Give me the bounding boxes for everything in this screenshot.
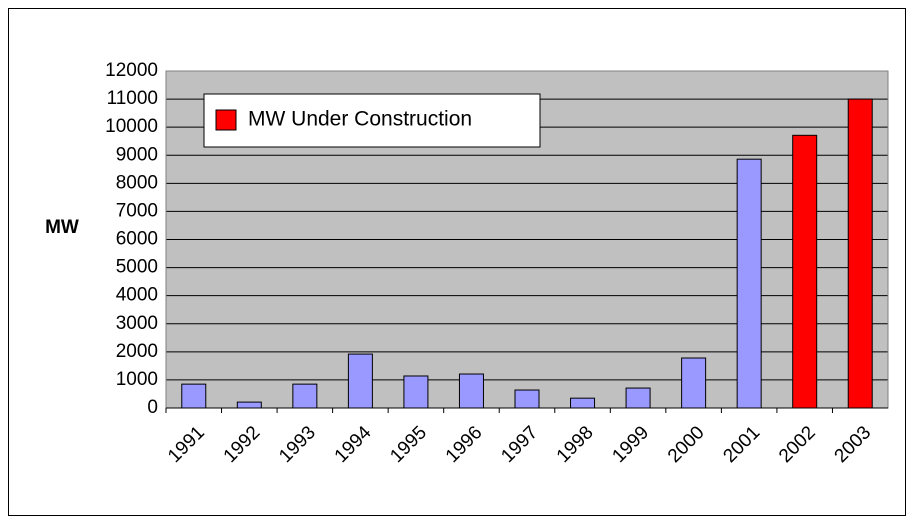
bar [570,397,596,409]
y-tick-label: 1000 [116,369,158,390]
y-tick-label: 4000 [116,285,158,306]
bar [625,387,651,409]
legend-swatch [215,109,237,131]
y-tick-label: 11000 [107,88,158,109]
y-tick-label: 6000 [116,229,158,250]
y-tick-label: 7000 [116,200,158,221]
bar [347,353,373,409]
y-tick-label: 5000 [116,257,158,278]
y-tick-label: 8000 [116,172,158,193]
y-tick-label: 12000 [105,60,158,81]
bar [181,383,207,409]
bar [847,98,873,409]
bar [681,357,707,409]
bar [736,158,762,409]
y-tick-label: 10000 [105,116,158,137]
y-tick-label: 9000 [116,144,158,165]
legend-box [203,93,541,148]
bar [403,375,429,409]
bar [458,373,484,409]
y-tick-label: 0 [147,397,158,418]
bar [514,389,540,409]
y-axis-label: MW [45,217,79,238]
y-tick-label: 2000 [116,341,158,362]
bar [792,134,818,409]
bar [236,401,262,409]
legend-label: MW Under Construction [248,108,472,131]
bar [292,383,318,409]
y-tick-label: 3000 [116,313,158,334]
